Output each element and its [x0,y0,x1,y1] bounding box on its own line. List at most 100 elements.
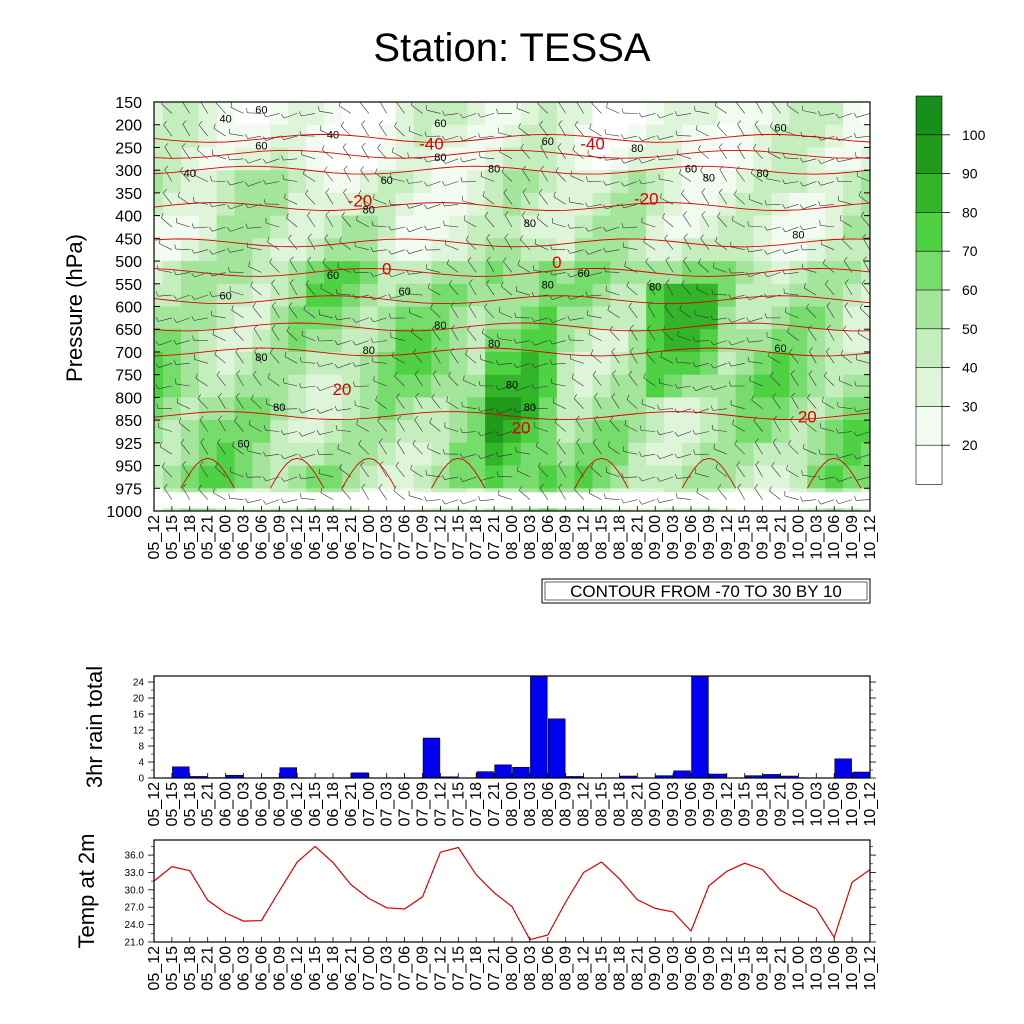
rh-cell [431,215,450,239]
wind-barb-flag [173,339,177,345]
wind-barb [860,216,870,228]
rh-cell [324,306,343,330]
wind-barb-flag [839,214,842,220]
wind-barb-flag [585,271,589,277]
rh-cell [735,215,755,239]
wind-barb [248,424,262,432]
wind-barb [802,181,817,187]
wind-barb-flag [264,425,266,431]
rh-cell [699,215,719,239]
wind-barb-flag [342,143,347,148]
rh-cell [717,465,737,489]
wind-barb-flag [714,102,717,106]
wind-barb [215,102,226,114]
wind-barb [784,495,799,500]
wind-barbs [154,102,870,505]
wind-barb [467,329,477,341]
wind-barb [444,158,459,164]
wind-barb [178,422,190,432]
wind-barb [611,396,620,409]
rh-cell [682,442,701,467]
wind-barb [695,431,709,435]
wind-barb-flag [836,176,839,182]
wind-barb [194,175,208,182]
wind-barb [480,499,495,501]
wind-barb [414,374,423,387]
temp-y-tick-label: 36.0 [125,851,145,862]
wind-barb [588,492,602,500]
wind-barb [390,226,405,231]
wind-barb-flag [674,473,678,479]
wind-barb-flag [683,233,688,238]
rh-cell [610,420,629,444]
wind-barb-flag [429,417,432,423]
wind-barb [484,307,495,319]
wind-barb-flag [624,420,627,426]
rh-cell [306,102,325,126]
wind-barb-flag [700,234,704,239]
wind-barb-flag [176,397,179,403]
wind-barb [790,419,799,432]
wind-barb-flag [245,223,248,229]
wind-barb-flag [853,112,857,118]
wind-barb [231,310,244,319]
wind-barb-flag [370,272,374,277]
wind-barb-flag [495,431,499,436]
wind-barb [375,172,387,182]
wind-barb-flag [503,257,507,262]
rh-cell [735,192,755,217]
wind-barb-flag [280,454,285,459]
rh-cell [646,465,665,489]
wind-barb-flag [272,301,277,306]
wind-barb [856,431,870,437]
wind-barb-flag [300,493,302,499]
isotherm-line [154,295,870,305]
rh-cell [646,420,665,444]
rh-cell [154,102,164,126]
wind-barb-flag [425,469,427,475]
wind-barb [408,181,423,184]
wind-barb-flag [343,165,348,170]
wind-barb-flag [645,348,649,353]
rh-cell [520,442,540,467]
wind-barb-flag [164,165,169,170]
rh-cell [628,465,647,489]
pressure-tick-label: 750 [115,368,142,385]
wind-barb-flag [498,307,501,313]
rh-cell [843,306,862,330]
rh-cell [538,261,558,285]
rh-cell [163,147,182,171]
contour-line-label: 80 [434,152,446,164]
wind-barb-flag [660,351,662,357]
wind-barb-flag [824,371,828,377]
wind-barb-flag [479,152,481,158]
wind-barb-flag [200,438,205,443]
wind-barb-flag [853,407,857,412]
wind-barb [659,158,674,161]
rh-cell [359,170,379,194]
wind-barb [587,294,602,297]
wind-barb-flag [603,226,607,232]
rh-cell [154,147,164,171]
rh-cell [717,397,737,421]
wind-barb [698,262,710,273]
wind-barb [641,430,656,432]
wind-barb [409,249,423,254]
rh-cell [198,442,218,467]
wind-barb [410,469,423,478]
rh-cell [341,442,361,467]
wind-barb [486,237,495,250]
wind-barb [154,113,155,114]
wind-barb-flag [575,461,580,466]
wind-barb-flag [373,194,375,200]
wind-barb [409,130,423,137]
wind-barb [265,158,280,164]
wind-barb [320,492,334,500]
rain-bars [172,675,870,779]
wind-barb-flag [513,363,517,368]
wind-barb-flag [660,193,662,199]
wind-barb [157,294,172,297]
wind-barb [426,226,441,231]
rh-cell [574,306,594,330]
wind-barb [516,451,530,455]
